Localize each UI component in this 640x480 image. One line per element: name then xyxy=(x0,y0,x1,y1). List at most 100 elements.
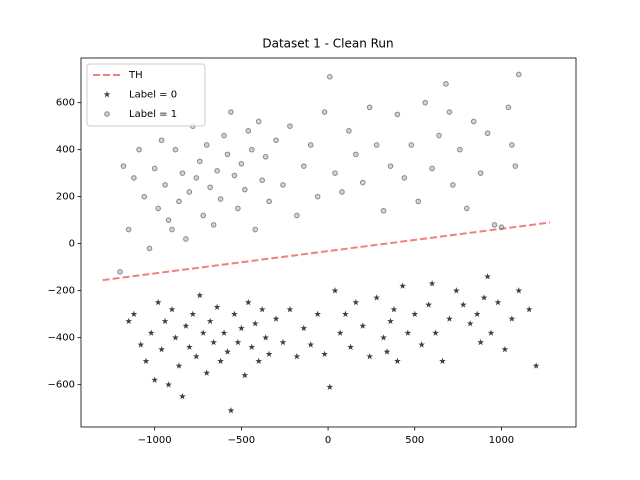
star-point xyxy=(227,407,235,414)
star-point xyxy=(147,329,155,336)
star-point xyxy=(390,305,398,313)
y-tick-label: 600 xyxy=(56,98,75,109)
circle-point xyxy=(394,111,401,118)
circle-point xyxy=(242,186,248,193)
star-point xyxy=(217,357,224,365)
x-tick-label: 0 xyxy=(325,435,331,446)
x-tick-label: 500 xyxy=(405,435,424,446)
star-point xyxy=(125,317,133,325)
circle-point xyxy=(359,179,366,186)
circle-point xyxy=(387,163,394,169)
circle-point xyxy=(307,142,314,148)
star-point xyxy=(224,348,231,355)
star-point xyxy=(199,329,207,336)
circle-point xyxy=(515,71,522,78)
star-point xyxy=(428,280,436,287)
star-point xyxy=(394,357,401,365)
circle-point xyxy=(158,137,165,144)
star-point xyxy=(459,301,467,308)
circle-point xyxy=(446,109,453,115)
star-point xyxy=(203,369,211,376)
x-tick-label: −500 xyxy=(228,435,255,446)
circle-point xyxy=(179,170,186,176)
circle-point xyxy=(155,205,161,212)
y-tick-label: 400 xyxy=(56,145,75,156)
circle-point xyxy=(366,104,373,111)
y-tick-label: −600 xyxy=(48,380,75,391)
star-point xyxy=(165,381,172,388)
star-point xyxy=(453,287,460,294)
circle-point xyxy=(512,163,519,169)
circle-point xyxy=(401,175,408,181)
star-point xyxy=(175,362,183,369)
star-point xyxy=(480,294,488,301)
plot-frame xyxy=(80,57,577,428)
y-tick-label: −200 xyxy=(48,286,75,297)
circle-point xyxy=(255,118,262,125)
circle-point xyxy=(314,193,321,200)
star-point xyxy=(399,282,406,289)
star-point xyxy=(151,376,159,383)
star-point xyxy=(189,310,197,318)
circle-point xyxy=(162,182,168,188)
star-point xyxy=(404,329,412,336)
star-point xyxy=(366,352,374,360)
star-point xyxy=(314,310,321,318)
legend-marker xyxy=(104,111,110,117)
circle-point xyxy=(136,146,142,153)
circle-point xyxy=(172,146,179,153)
circle-point xyxy=(346,128,352,134)
star-point xyxy=(307,341,315,348)
star-point xyxy=(231,310,238,318)
star-point xyxy=(487,329,495,336)
circle-point xyxy=(429,165,435,172)
star-point xyxy=(265,350,273,357)
star-point xyxy=(532,362,540,369)
circle-point xyxy=(327,74,333,80)
star-point xyxy=(196,291,204,299)
circle-point xyxy=(287,123,293,129)
circle-point xyxy=(380,207,387,214)
star-point xyxy=(477,338,484,346)
star-point xyxy=(466,320,474,327)
circle-point xyxy=(321,109,328,115)
circle-point xyxy=(217,196,224,202)
star-point xyxy=(347,343,354,350)
star-point xyxy=(206,317,214,325)
circle-point xyxy=(169,226,175,233)
legend-marker xyxy=(103,91,111,98)
circle-point xyxy=(151,165,158,172)
star-point xyxy=(525,305,533,313)
star-point xyxy=(300,324,308,332)
star-point xyxy=(172,334,179,341)
star-point xyxy=(213,303,221,310)
star-point xyxy=(234,338,242,346)
circle-point xyxy=(408,142,415,148)
y-tick-label: 200 xyxy=(56,192,75,203)
circle-point xyxy=(183,236,189,242)
circle-point xyxy=(203,142,210,148)
legend-label: Label = 0 xyxy=(129,90,177,101)
star-point xyxy=(279,338,287,346)
star-point xyxy=(425,301,432,308)
star-point xyxy=(154,298,162,306)
x-tick-label: 1000 xyxy=(489,435,514,446)
circle-point xyxy=(463,205,470,212)
star-point xyxy=(501,345,509,353)
circle-point xyxy=(262,153,269,160)
star-point xyxy=(168,305,176,313)
star-point xyxy=(380,334,387,341)
star-point xyxy=(251,320,259,327)
legend-label: Label = 1 xyxy=(129,109,177,120)
star-point xyxy=(515,287,523,294)
circle-point xyxy=(125,226,132,233)
circle-point xyxy=(245,128,252,134)
star-point xyxy=(179,392,186,400)
star-point xyxy=(255,357,263,365)
circle-point xyxy=(509,142,515,148)
circle-point xyxy=(120,163,127,169)
circle-point xyxy=(248,146,255,153)
circle-point xyxy=(176,198,182,205)
circle-point xyxy=(332,170,338,176)
